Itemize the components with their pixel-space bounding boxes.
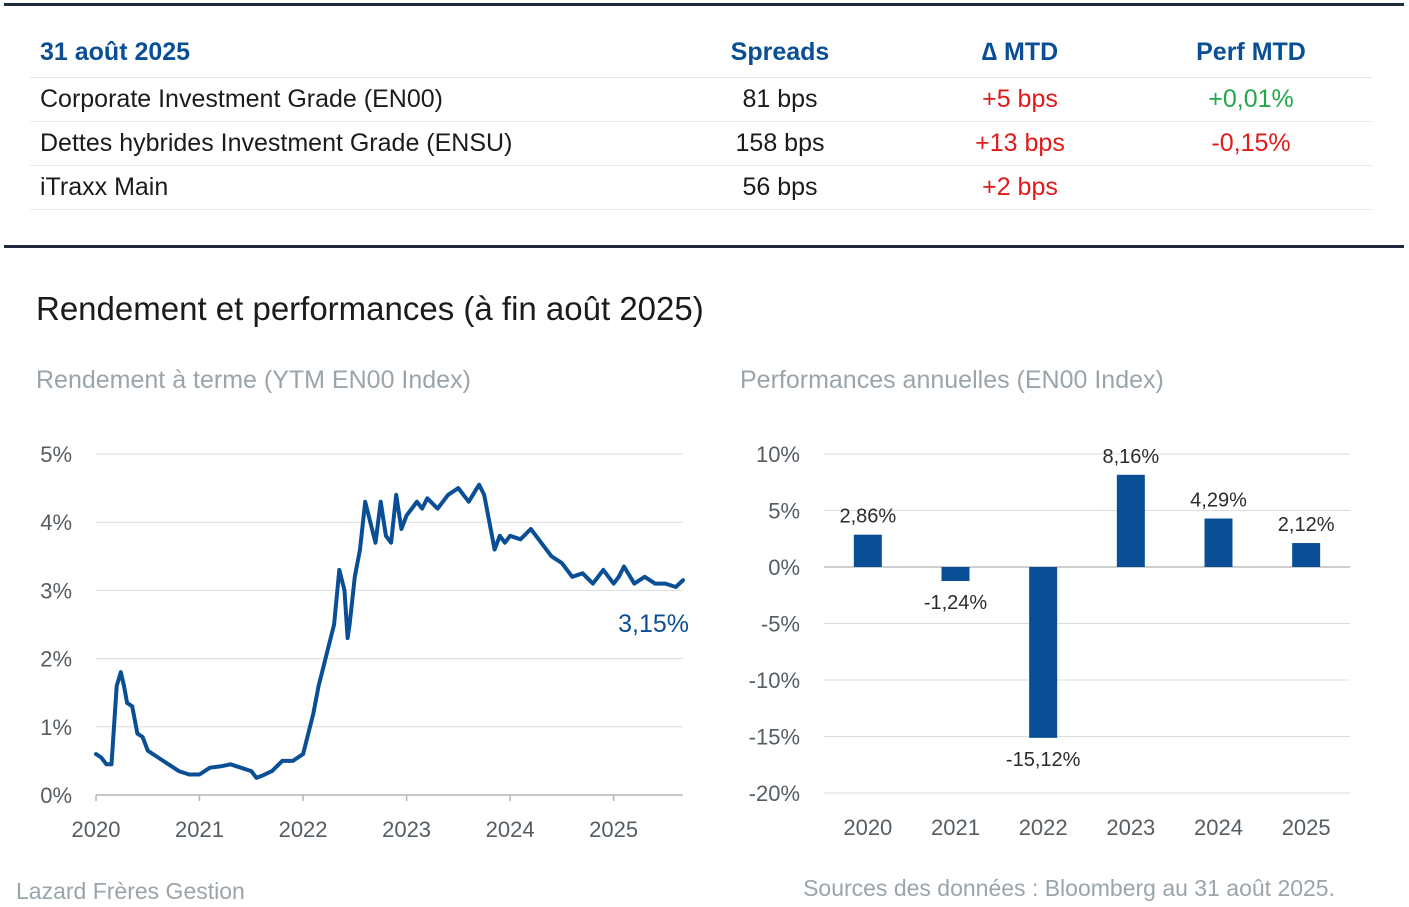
table-header-row: 31 août 2025 Spreads ∆ MTD Perf MTD <box>30 27 1372 78</box>
x-tick-label: 2023 <box>382 817 431 842</box>
row-perf <box>1130 165 1372 210</box>
footer-source: Sources des données : Bloomberg au 31 ao… <box>803 875 1335 901</box>
bar-chart-title: Performances annuelles (EN00 Index) <box>740 366 1164 394</box>
row-perf: +0,01% <box>1130 77 1372 122</box>
line-chart-title: Rendement à terme (YTM EN00 Index) <box>36 366 471 394</box>
data-label-2022: -15,12% <box>1006 749 1081 771</box>
bar-2022 <box>1029 567 1058 738</box>
middle-rule <box>4 245 1404 248</box>
row-perf: -0,15% <box>1130 121 1372 166</box>
data-label-2021: -1,24% <box>924 592 988 614</box>
x-tick-label: 2025 <box>1282 815 1331 840</box>
bar-2020 <box>853 534 882 567</box>
y-tick-label: -20% <box>749 781 800 806</box>
x-tick-label: 2025 <box>589 817 638 842</box>
y-tick-label: 1% <box>40 715 72 740</box>
x-tick-label: 2022 <box>279 817 328 842</box>
last-value-label: 3,15% <box>618 610 689 638</box>
row-spread: 158 bps <box>650 121 910 166</box>
section-title: Rendement et performances (à fin août 20… <box>36 290 704 327</box>
row-spread: 81 bps <box>650 77 910 122</box>
y-tick-label: 0% <box>40 783 72 808</box>
y-tick-label: 10% <box>756 442 800 467</box>
y-tick-label: -15% <box>749 725 800 750</box>
row-spread: 56 bps <box>650 165 910 210</box>
ytm-line-chart: 0% 1% 2% 3% 4% 5% 2020 2021 2022 2023 2024 2025 3,15… <box>40 442 689 842</box>
y-tick-label: 3% <box>40 578 72 603</box>
bar-2025 <box>1292 543 1321 567</box>
bar-2024 <box>1204 518 1233 567</box>
data-label-2023: 8,16% <box>1102 446 1159 468</box>
row-name: iTraxx Main <box>30 165 650 210</box>
y-tick-label: -5% <box>761 612 800 637</box>
header-perf-mtd: Perf MTD <box>1130 27 1372 78</box>
y-tick-label: 2% <box>40 647 72 672</box>
x-tick-label: 2024 <box>486 817 535 842</box>
header-date: 31 août 2025 <box>30 27 650 78</box>
y-tick-label: 5% <box>40 442 72 467</box>
y-tick-label: 0% <box>768 555 800 580</box>
x-tick-label: 2021 <box>175 817 224 842</box>
bar-2021 <box>941 567 970 582</box>
header-spreads: Spreads <box>650 27 910 78</box>
row-delta: +13 bps <box>910 121 1130 166</box>
ytm-series-line <box>94 482 685 780</box>
table-row: iTraxx Main 56 bps +2 bps <box>30 165 1372 210</box>
table-row: Dettes hybrides Investment Grade (ENSU) … <box>30 121 1372 166</box>
footer-brand: Lazard Frères Gestion <box>16 878 245 904</box>
annual-performance-bar-chart: 10% 5% 0% -5% -10% -15% -20% 2,86% 2020 -1,24% 202… <box>749 442 1350 840</box>
header-delta-mtd: ∆ MTD <box>910 27 1130 78</box>
y-tick-label: 4% <box>40 510 72 535</box>
row-delta: +2 bps <box>910 165 1130 210</box>
x-tick-label: 2021 <box>931 815 980 840</box>
table-row: Corporate Investment Grade (EN00) 81 bps… <box>30 77 1372 122</box>
y-tick-label: -10% <box>749 668 800 693</box>
x-tick-label: 2024 <box>1194 815 1243 840</box>
x-tick-label: 2020 <box>843 815 892 840</box>
row-delta: +5 bps <box>910 77 1130 122</box>
data-label-2024: 4,29% <box>1190 490 1247 512</box>
data-label-2020: 2,86% <box>839 506 896 528</box>
row-name: Corporate Investment Grade (EN00) <box>30 77 650 122</box>
data-label-2025: 2,12% <box>1278 514 1335 536</box>
bar-2023 <box>1116 474 1145 567</box>
row-name: Dettes hybrides Investment Grade (ENSU) <box>30 121 650 166</box>
x-tick-label: 2020 <box>72 817 121 842</box>
y-tick-label: 5% <box>768 499 800 524</box>
top-rule <box>4 3 1404 6</box>
spreads-table: 31 août 2025 Spreads ∆ MTD Perf MTD Corp… <box>30 27 1372 210</box>
x-tick-label: 2023 <box>1106 815 1155 840</box>
x-tick-label: 2022 <box>1019 815 1068 840</box>
